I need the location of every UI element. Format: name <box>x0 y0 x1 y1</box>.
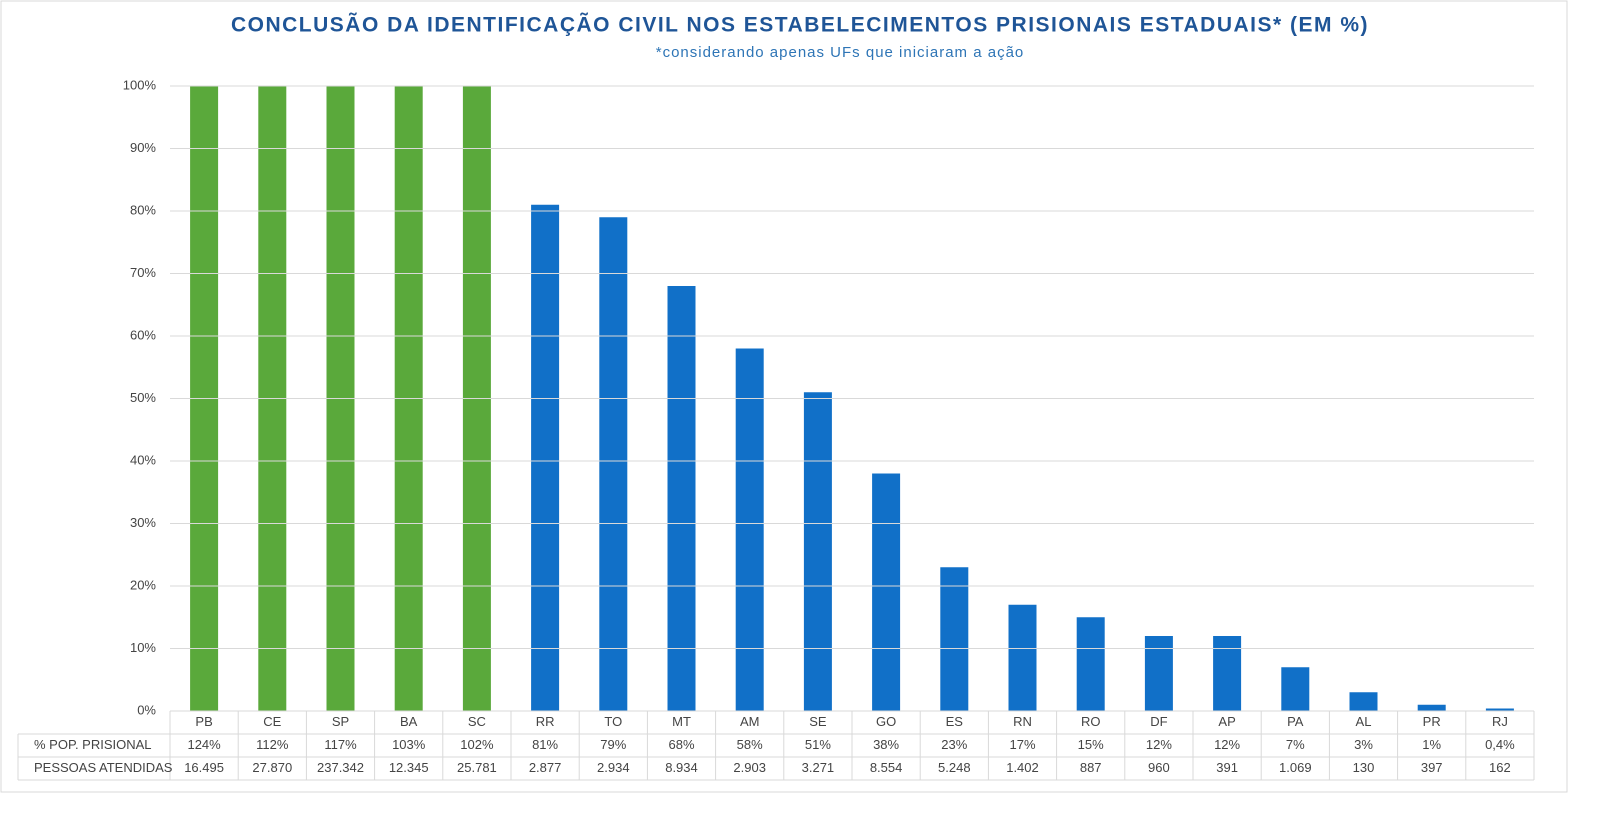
table-value: 25.781 <box>457 760 497 775</box>
x-tick-label: RO <box>1081 714 1101 729</box>
table-value: 397 <box>1421 760 1443 775</box>
table-value: 391 <box>1216 760 1238 775</box>
x-tick-label: TO <box>604 714 622 729</box>
x-tick-label: RN <box>1013 714 1032 729</box>
bar <box>940 567 969 711</box>
table-value: 16.495 <box>184 760 224 775</box>
x-tick-label: AP <box>1218 714 1235 729</box>
data-label: 112% <box>256 737 289 752</box>
x-tick-label: AL <box>1356 714 1372 729</box>
row-label: % POP. PRISIONAL <box>34 737 152 752</box>
table-value: 162 <box>1489 760 1511 775</box>
data-label: 12% <box>1214 737 1240 752</box>
table-value: 887 <box>1080 760 1102 775</box>
y-tick-label: 0% <box>137 702 156 717</box>
row-label: PESSOAS ATENDIDAS <box>34 760 173 775</box>
y-tick-label: 20% <box>130 577 156 592</box>
bar <box>735 348 764 711</box>
bar <box>326 86 355 711</box>
x-tick-label: RR <box>536 714 555 729</box>
bar <box>872 473 901 711</box>
x-tick-label: SP <box>332 714 349 729</box>
table-value: 2.903 <box>733 760 766 775</box>
table-value: 8.934 <box>665 760 698 775</box>
data-label: 12% <box>1146 737 1172 752</box>
bar <box>1144 636 1173 711</box>
table-value: 1.402 <box>1006 760 1039 775</box>
x-tick-label: CE <box>263 714 281 729</box>
data-label: 79% <box>600 737 626 752</box>
bar <box>1213 636 1242 711</box>
data-label: 102% <box>460 737 494 752</box>
y-tick-label: 30% <box>130 515 156 530</box>
bar <box>1417 704 1446 711</box>
table-value: 130 <box>1353 760 1375 775</box>
bar <box>1349 692 1378 711</box>
bar <box>1485 708 1514 711</box>
y-tick-label: 100% <box>123 77 157 92</box>
data-label: 3% <box>1354 737 1373 752</box>
table-value: 960 <box>1148 760 1170 775</box>
table-value: 3.271 <box>802 760 835 775</box>
table-value: 1.069 <box>1279 760 1312 775</box>
bar <box>1076 617 1105 711</box>
bar <box>599 217 628 711</box>
x-tick-label: GO <box>876 714 896 729</box>
y-tick-label: 60% <box>130 327 156 342</box>
table-value: 2.877 <box>529 760 562 775</box>
data-label: 51% <box>805 737 831 752</box>
x-tick-label: BA <box>400 714 418 729</box>
data-label: 38% <box>873 737 899 752</box>
x-tick-label: RJ <box>1492 714 1508 729</box>
table-value: 237.342 <box>317 760 364 775</box>
x-tick-label: PA <box>1287 714 1304 729</box>
y-tick-label: 80% <box>130 202 156 217</box>
chart-border <box>0 0 1568 793</box>
x-tick-label: DF <box>1150 714 1167 729</box>
bar <box>803 392 832 711</box>
data-label: 124% <box>187 737 221 752</box>
bar <box>1008 604 1037 711</box>
x-tick-label: MT <box>672 714 691 729</box>
table-value: 27.870 <box>252 760 292 775</box>
bar <box>190 86 219 711</box>
data-label: 15% <box>1078 737 1104 752</box>
data-label: 58% <box>737 737 763 752</box>
x-tick-label: PR <box>1423 714 1441 729</box>
bar <box>394 86 423 711</box>
x-tick-label: SC <box>468 714 486 729</box>
bar <box>258 86 287 711</box>
data-label: 23% <box>941 737 967 752</box>
data-label: 0,4% <box>1485 737 1515 752</box>
data-label: 1% <box>1422 737 1441 752</box>
y-tick-label: 70% <box>130 265 156 280</box>
y-tick-label: 90% <box>130 140 156 155</box>
table-value: 5.248 <box>938 760 971 775</box>
chart-subtitle: *considerando apenas UFs que iniciaram a… <box>656 44 1025 61</box>
chart-title: CONCLUSÃO DA IDENTIFICAÇÃO CIVIL NOS EST… <box>231 14 1369 37</box>
bar <box>462 86 491 711</box>
x-tick-label: ES <box>946 714 964 729</box>
bar <box>667 286 696 711</box>
x-tick-label: AM <box>740 714 760 729</box>
table-value: 8.554 <box>870 760 903 775</box>
y-tick-label: 50% <box>130 390 156 405</box>
y-tick-label: 40% <box>130 452 156 467</box>
table-value: 2.934 <box>597 760 630 775</box>
x-tick-label: PB <box>195 714 212 729</box>
data-label: 117% <box>324 737 357 752</box>
data-label: 17% <box>1009 737 1035 752</box>
data-label: 68% <box>668 737 694 752</box>
table-value: 12.345 <box>389 760 429 775</box>
bar <box>1281 667 1310 711</box>
data-label: 81% <box>532 737 558 752</box>
bar <box>531 204 560 711</box>
x-tick-label: SE <box>809 714 827 729</box>
y-tick-label: 10% <box>130 640 156 655</box>
data-label: 103% <box>392 737 426 752</box>
data-label: 7% <box>1286 737 1305 752</box>
